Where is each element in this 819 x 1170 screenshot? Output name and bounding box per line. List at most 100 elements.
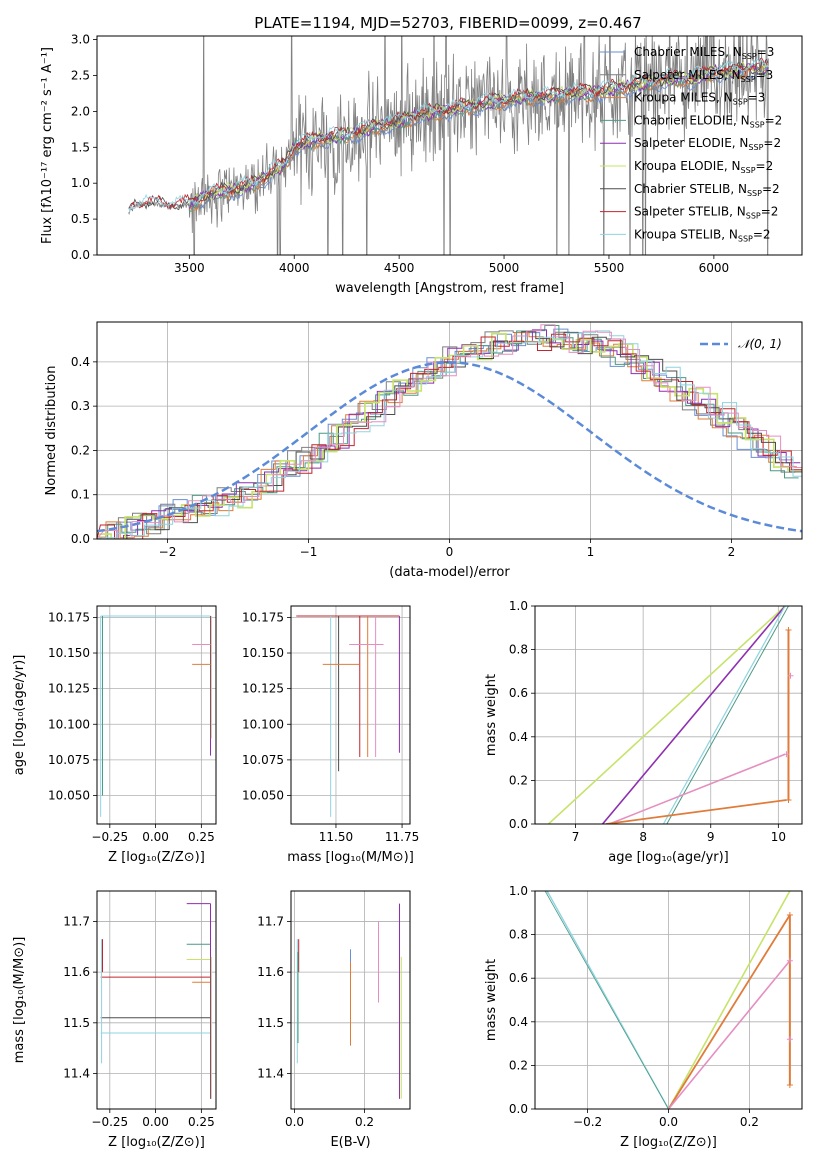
axes-frame <box>96 605 217 825</box>
y-tick-label: 11.6 <box>257 965 284 979</box>
legend-label-main: Kroupa MILES, N <box>634 91 733 105</box>
legend-label: Kroupa ELODIE, NSSP=2 <box>634 159 773 175</box>
mass-weight-line <box>662 606 786 824</box>
legend-label-main: Chabrier STELIB, N <box>634 182 747 196</box>
y-tick-label: 0.6 <box>509 971 528 985</box>
x-tick-label: −0.25 <box>91 1115 128 1129</box>
x-tick-label: −0.25 <box>91 830 128 844</box>
figure-title: PLATE=1194, MJD=52703, FIBERID=0099, z=0… <box>254 14 641 32</box>
y-axis-label: Normed distribution <box>44 366 59 496</box>
age-vs-z-panel: −0.25 0.00 0.25 10.050 10.075 10.100 10.125 10.… <box>12 605 217 865</box>
mass-weight-line <box>667 891 791 1109</box>
model-spectrum-3 <box>188 63 769 213</box>
y-tick-label: 11.4 <box>257 1067 284 1081</box>
y-tick-label: 1.0 <box>509 599 528 613</box>
massweight-vs-age-panel: 7 8 9 10 0.0 0.2 0.4 0.6 0.8 1.0 age [log₁₀(age/yr… <box>484 599 803 865</box>
legend-label-sub: SSP <box>748 143 763 152</box>
legend-label: Salpeter STELIB, NSSP=2 <box>634 205 778 221</box>
x-tick-label: 9 <box>707 830 715 844</box>
legend-label-main: Chabrier MILES, N <box>634 45 742 59</box>
y-tick-label: 10.175 <box>242 610 284 624</box>
legend-label-main: Kroupa ELODIE, N <box>634 159 741 173</box>
x-axis-label: Z [log₁₀(Z/Z⊙)] <box>620 1135 717 1150</box>
x-tick-label: −2 <box>159 545 177 559</box>
y-tick-label: 0.4 <box>71 355 90 369</box>
legend-label-tail: =2 <box>756 159 774 173</box>
legend-label: Kroupa MILES, NSSP=3 <box>634 91 765 107</box>
legend-label-main: Salpeter MILES, N <box>634 68 741 82</box>
y-tick-label: 0.8 <box>509 643 528 657</box>
legend-label-sub: SSP <box>741 75 756 84</box>
y-tick-label: 0.2 <box>509 773 528 787</box>
y-tick-label: 10.150 <box>48 646 90 660</box>
mass-vs-ebv-panel: 0.0 0.2 11.4 11.5 11.6 11.7 E(B-V) <box>257 890 411 1150</box>
legend-label-main: Salpeter ELODIE, N <box>634 136 748 150</box>
y-tick-label: 0.8 <box>509 928 528 942</box>
y-tick-label: 0.2 <box>509 1058 528 1072</box>
y-tick-label: 11.4 <box>63 1067 90 1081</box>
x-axis-label: E(B-V) <box>330 1135 370 1150</box>
y-axis-label: mass weight <box>484 674 499 756</box>
x-tick-label: 0.2 <box>740 1115 759 1129</box>
x-tick-label: 6000 <box>699 261 730 275</box>
y-tick-label: 10.100 <box>242 717 284 731</box>
x-axis-label: Z [log₁₀(Z/Z⊙)] <box>108 1135 205 1150</box>
y-tick-label: 0.3 <box>71 399 90 413</box>
x-tick-label: 4000 <box>279 261 310 275</box>
x-tick-label: 0.2 <box>355 1115 374 1129</box>
y-tick-label: 11.7 <box>257 914 284 928</box>
mass-vs-z-panel: −0.25 0.00 0.25 11.4 11.5 11.6 11.7 Z [log₁₀(Z/… <box>12 890 217 1150</box>
x-tick-label: 2 <box>728 545 736 559</box>
mass-weight-line <box>601 606 786 824</box>
mass-weight-line <box>609 753 786 824</box>
y-tick-label: 10.050 <box>48 789 90 803</box>
y-tick-label: 0.0 <box>509 817 528 831</box>
gaussian-curve <box>97 361 802 533</box>
y-axis-label: mass weight <box>484 959 499 1041</box>
histogram-step-9 <box>97 324 802 539</box>
model-spectrum-8 <box>128 58 769 213</box>
legend-label-main: Chabrier ELODIE, N <box>634 113 750 127</box>
y-tick-label: 11.5 <box>63 1016 90 1030</box>
x-tick-label: −0.2 <box>573 1115 602 1129</box>
y-tick-label: 11.5 <box>257 1016 284 1030</box>
legend-label-main: Kroupa STELIB, N <box>634 227 738 241</box>
x-axis-label: mass [log₁₀(M/M⊙)] <box>287 850 414 865</box>
y-axis-label: age [log₁₀(age/yr)] <box>12 655 27 776</box>
axes-frame <box>96 35 803 256</box>
legend-label-tail: =2 <box>753 227 771 241</box>
massweight-vs-z-panel: −0.2 0.0 0.2 0.0 0.2 0.4 0.6 0.8 1.0 Z [log₁₀(Z/Z… <box>484 884 803 1150</box>
mass-weight-line <box>544 891 669 1109</box>
legend-label-sub: SSP <box>738 234 753 243</box>
legend-label-tail: =3 <box>748 91 766 105</box>
model-spectrum-6 <box>128 58 769 211</box>
x-axis-label: wavelength [Angstrom, rest frame] <box>335 281 564 296</box>
gaussian-legend-label: 𝒩(0, 1) <box>738 337 782 351</box>
axes-frame <box>534 890 803 1110</box>
x-tick-label: 4500 <box>384 261 415 275</box>
x-tick-label: 11.75 <box>385 830 419 844</box>
legend-label-sub: SSP <box>742 52 757 61</box>
x-tick-label: 11.50 <box>319 830 353 844</box>
y-tick-label: 11.6 <box>63 965 90 979</box>
y-tick-label: 0.0 <box>71 532 90 546</box>
legend-label-tail: =2 <box>765 113 783 127</box>
x-tick-label: 8 <box>639 830 647 844</box>
y-axis-label: Flux [fλ10⁻¹⁷ erg cm⁻² s⁻¹ A⁻¹] <box>40 47 55 244</box>
legend-label: Chabrier MILES, NSSP=3 <box>634 45 774 61</box>
y-tick-label: 10.100 <box>48 717 90 731</box>
y-tick-label: 10.075 <box>242 753 284 767</box>
legend-label-sub: SSP <box>747 189 762 198</box>
age-vs-mass-data <box>296 615 400 817</box>
histogram-panel: −2 −1 0 1 2 0.0 0.1 0.2 0.3 0.4 (data-model)/error… <box>44 321 803 580</box>
y-tick-label: 3.0 <box>71 33 90 47</box>
x-tick-label: −1 <box>300 545 318 559</box>
legend-label-sub: SSP <box>733 98 748 107</box>
histogram-step-8 <box>97 330 802 539</box>
mass-vs-ebv-data <box>296 903 402 1099</box>
x-tick-label: 10 <box>771 830 786 844</box>
legend-label-tail: =2 <box>763 136 781 150</box>
spectrum-data <box>128 36 769 255</box>
